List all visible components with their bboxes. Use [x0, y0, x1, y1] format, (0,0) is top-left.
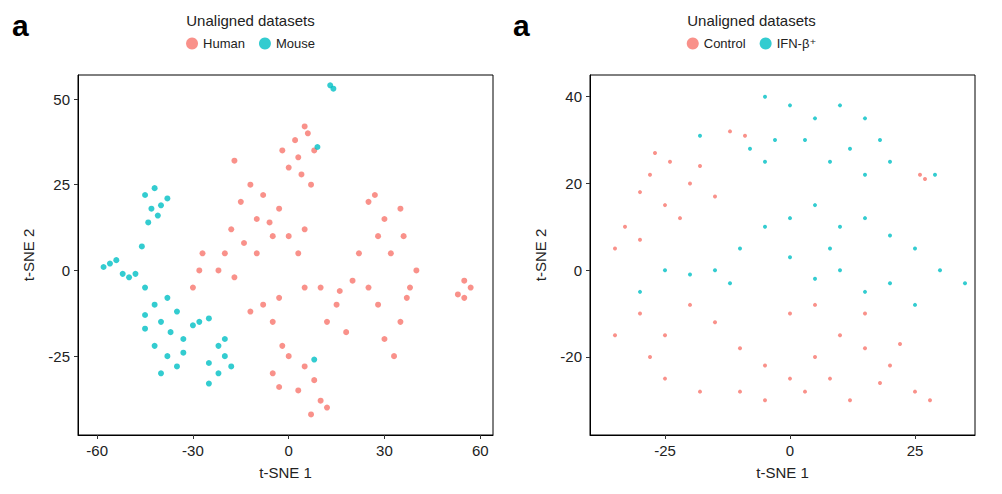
svg-text:IFN-β⁺: IFN-β⁺	[777, 36, 817, 51]
svg-text:t-SNE 2: t-SNE 2	[532, 229, 549, 282]
svg-text:t-SNE 2: t-SNE 2	[20, 229, 37, 282]
svg-text:40: 40	[565, 88, 582, 105]
svg-text:t-SNE 1: t-SNE 1	[756, 464, 809, 481]
svg-text:50: 50	[53, 91, 70, 108]
svg-text:Mouse: Mouse	[276, 36, 315, 51]
svg-text:a: a	[12, 9, 29, 42]
svg-text:0: 0	[786, 442, 794, 459]
svg-text:-20: -20	[560, 348, 582, 365]
svg-text:0: 0	[574, 262, 582, 279]
svg-text:-25: -25	[48, 348, 70, 365]
svg-text:Unaligned datasets: Unaligned datasets	[687, 12, 815, 29]
svg-text:0: 0	[285, 442, 293, 459]
svg-text:-30: -30	[182, 442, 204, 459]
svg-text:a: a	[513, 9, 530, 42]
svg-text:20: 20	[565, 175, 582, 192]
svg-text:Control: Control	[704, 36, 746, 51]
svg-text:30: 30	[376, 442, 393, 459]
svg-text:Human: Human	[203, 36, 245, 51]
svg-text:Unaligned datasets: Unaligned datasets	[186, 12, 314, 29]
svg-text:0: 0	[62, 262, 70, 279]
svg-text:25: 25	[53, 176, 70, 193]
svg-text:t-SNE 1: t-SNE 1	[259, 464, 312, 481]
svg-text:60: 60	[472, 442, 489, 459]
svg-text:-60: -60	[86, 442, 108, 459]
svg-text:25: 25	[907, 442, 924, 459]
svg-text:-25: -25	[654, 442, 676, 459]
